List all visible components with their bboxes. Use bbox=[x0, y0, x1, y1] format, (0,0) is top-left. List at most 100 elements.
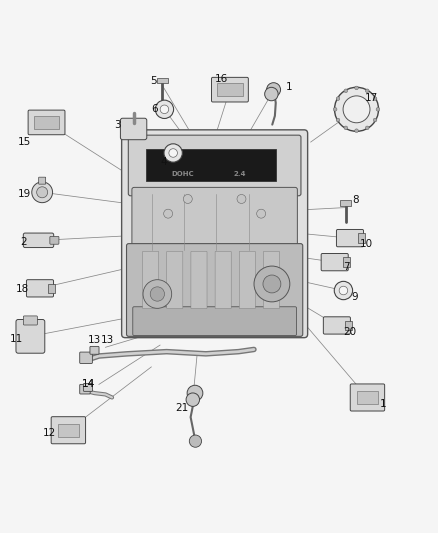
FancyBboxPatch shape bbox=[51, 417, 85, 444]
FancyBboxPatch shape bbox=[122, 130, 307, 338]
FancyBboxPatch shape bbox=[345, 321, 352, 330]
FancyBboxPatch shape bbox=[80, 352, 92, 364]
FancyBboxPatch shape bbox=[58, 424, 78, 437]
Circle shape bbox=[184, 195, 192, 204]
Circle shape bbox=[365, 126, 369, 130]
FancyBboxPatch shape bbox=[323, 317, 350, 334]
FancyBboxPatch shape bbox=[217, 83, 243, 96]
Circle shape bbox=[373, 118, 377, 122]
Text: 21: 21 bbox=[175, 403, 188, 414]
Circle shape bbox=[265, 87, 278, 101]
Circle shape bbox=[336, 97, 340, 100]
Circle shape bbox=[355, 86, 358, 90]
FancyBboxPatch shape bbox=[23, 233, 54, 247]
Text: 19: 19 bbox=[18, 189, 32, 199]
Text: DOHC: DOHC bbox=[171, 171, 194, 176]
Circle shape bbox=[37, 187, 48, 198]
FancyBboxPatch shape bbox=[358, 233, 365, 243]
Circle shape bbox=[187, 385, 203, 401]
Text: 20: 20 bbox=[343, 327, 357, 337]
Text: 5: 5 bbox=[150, 76, 157, 86]
Text: 10: 10 bbox=[360, 239, 373, 249]
FancyBboxPatch shape bbox=[127, 244, 303, 336]
Text: 16: 16 bbox=[215, 74, 228, 84]
Circle shape bbox=[365, 89, 369, 93]
Text: 12: 12 bbox=[43, 429, 56, 438]
FancyBboxPatch shape bbox=[26, 280, 53, 297]
FancyBboxPatch shape bbox=[80, 384, 90, 394]
Circle shape bbox=[186, 393, 200, 406]
Circle shape bbox=[263, 275, 281, 293]
Text: 2: 2 bbox=[20, 238, 27, 247]
FancyBboxPatch shape bbox=[28, 110, 65, 135]
Text: 9: 9 bbox=[351, 292, 358, 302]
Circle shape bbox=[237, 195, 246, 204]
Circle shape bbox=[169, 149, 177, 157]
FancyBboxPatch shape bbox=[34, 116, 59, 129]
Text: 13: 13 bbox=[88, 335, 101, 345]
FancyBboxPatch shape bbox=[191, 252, 207, 309]
Circle shape bbox=[155, 100, 173, 118]
Circle shape bbox=[339, 286, 348, 295]
Text: 6: 6 bbox=[151, 104, 158, 114]
Circle shape bbox=[267, 83, 281, 96]
Circle shape bbox=[344, 89, 348, 93]
FancyBboxPatch shape bbox=[39, 177, 46, 184]
FancyBboxPatch shape bbox=[167, 252, 183, 309]
FancyBboxPatch shape bbox=[357, 391, 378, 404]
Text: 13: 13 bbox=[101, 335, 114, 345]
FancyBboxPatch shape bbox=[83, 384, 92, 391]
FancyBboxPatch shape bbox=[239, 252, 255, 309]
FancyBboxPatch shape bbox=[48, 284, 55, 293]
Circle shape bbox=[333, 108, 337, 111]
FancyBboxPatch shape bbox=[343, 257, 350, 267]
Text: 7: 7 bbox=[343, 262, 350, 271]
FancyBboxPatch shape bbox=[146, 149, 276, 181]
Text: 11: 11 bbox=[9, 334, 23, 344]
Circle shape bbox=[355, 129, 358, 133]
FancyBboxPatch shape bbox=[336, 230, 364, 247]
FancyBboxPatch shape bbox=[128, 135, 301, 196]
Circle shape bbox=[376, 108, 380, 111]
Text: 18: 18 bbox=[16, 284, 29, 294]
FancyBboxPatch shape bbox=[157, 77, 168, 83]
Circle shape bbox=[32, 182, 53, 203]
Text: 1: 1 bbox=[379, 399, 386, 409]
FancyBboxPatch shape bbox=[16, 319, 45, 353]
Circle shape bbox=[335, 87, 378, 131]
Text: 2.4: 2.4 bbox=[233, 171, 246, 176]
FancyBboxPatch shape bbox=[340, 200, 351, 206]
Text: 8: 8 bbox=[352, 195, 359, 205]
FancyBboxPatch shape bbox=[143, 252, 159, 309]
Text: 4: 4 bbox=[160, 157, 167, 167]
Circle shape bbox=[143, 280, 172, 308]
Circle shape bbox=[160, 105, 169, 114]
Text: 17: 17 bbox=[364, 93, 378, 103]
Circle shape bbox=[344, 126, 348, 130]
Circle shape bbox=[343, 96, 370, 123]
Circle shape bbox=[254, 266, 290, 302]
Circle shape bbox=[164, 144, 182, 162]
Text: 15: 15 bbox=[18, 137, 32, 147]
FancyBboxPatch shape bbox=[133, 307, 297, 335]
Circle shape bbox=[336, 118, 340, 122]
Text: 14: 14 bbox=[81, 379, 95, 390]
FancyBboxPatch shape bbox=[215, 252, 231, 309]
FancyBboxPatch shape bbox=[263, 252, 279, 309]
FancyBboxPatch shape bbox=[90, 346, 99, 354]
Text: 1: 1 bbox=[286, 83, 292, 93]
FancyBboxPatch shape bbox=[321, 254, 348, 271]
Circle shape bbox=[164, 209, 173, 218]
FancyBboxPatch shape bbox=[132, 188, 297, 252]
FancyBboxPatch shape bbox=[212, 77, 248, 102]
FancyBboxPatch shape bbox=[50, 236, 59, 244]
Circle shape bbox=[334, 281, 353, 300]
FancyBboxPatch shape bbox=[120, 118, 147, 140]
Circle shape bbox=[150, 287, 165, 301]
Text: 3: 3 bbox=[114, 119, 121, 130]
FancyBboxPatch shape bbox=[350, 384, 385, 411]
Circle shape bbox=[373, 97, 377, 100]
Text: 14: 14 bbox=[81, 379, 95, 390]
Circle shape bbox=[189, 435, 201, 447]
Circle shape bbox=[257, 209, 265, 218]
